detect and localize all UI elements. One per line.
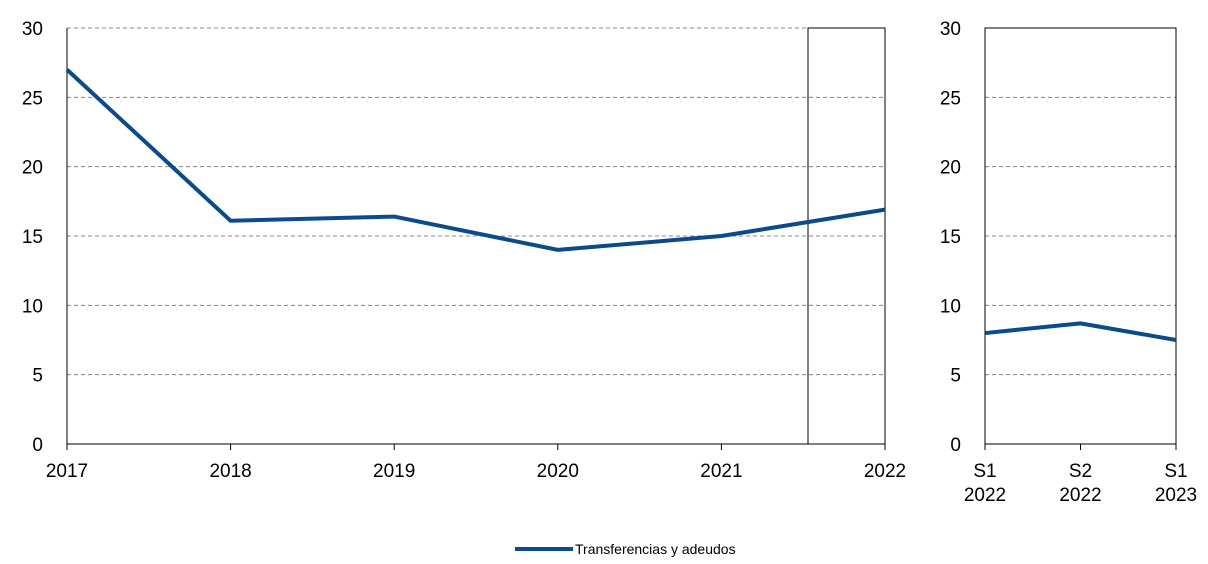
- y-tick-label: 5: [950, 366, 961, 387]
- y-tick-label: 20: [22, 158, 43, 179]
- x-tick-label: S1 2022: [964, 461, 1006, 506]
- x-tick-label: 2019: [373, 461, 415, 482]
- y-tick-label: 30: [940, 19, 961, 40]
- line-series: [65, 68, 886, 252]
- y-tick-label: 10: [940, 296, 961, 317]
- line-series: [984, 321, 1177, 342]
- x-tick-label: S2 2022: [1059, 461, 1101, 506]
- y-tick-label: 5: [32, 366, 43, 387]
- y-tick-label: 30: [22, 19, 43, 40]
- y-tick-label: 25: [940, 88, 961, 109]
- y-tick-label: 15: [940, 227, 961, 248]
- y-tick-label: 10: [22, 296, 43, 317]
- y-tick-label: 15: [22, 227, 43, 248]
- y-tick-label: 0: [950, 435, 961, 456]
- y-tick-label: 0: [32, 435, 43, 456]
- x-tick-label: 2018: [209, 461, 251, 482]
- y-tick-label: 25: [22, 88, 43, 109]
- x-tick-label: 2021: [700, 461, 742, 482]
- legend-label: Transferencias y adeudos: [575, 541, 736, 557]
- x-tick-label: S1 2023: [1155, 461, 1197, 506]
- x-tick-label: 2020: [537, 461, 579, 482]
- x-tick-label: 2017: [46, 461, 88, 482]
- x-tick-label: 2022: [864, 461, 906, 482]
- y-tick-label: 20: [940, 158, 961, 179]
